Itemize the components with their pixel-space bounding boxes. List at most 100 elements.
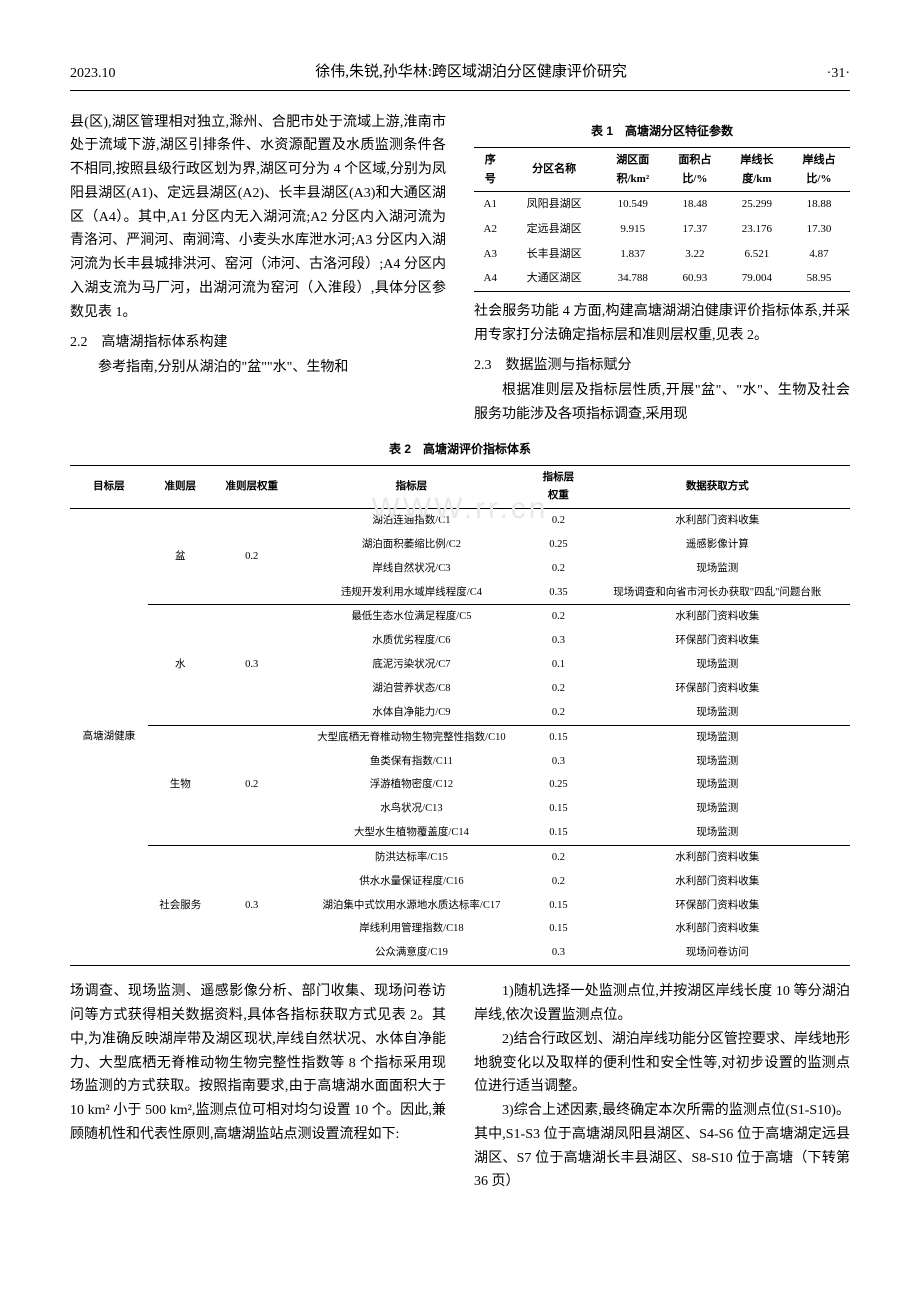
table-cell: 0.35 <box>532 581 584 605</box>
body-text: 根据准则层及指标层性质,开展"盆"、"水"、生物及社会服务功能涉及各项指标调查,… <box>474 379 850 427</box>
table-cell: 0.2 <box>532 605 584 629</box>
table-cell: 水利部门资料收集 <box>585 917 850 941</box>
table-header: 湖区面积/km² <box>602 147 664 191</box>
table-cell: A4 <box>474 266 506 291</box>
table2-container: 表 2 高塘湖评价指标体系 WWW.rr.cn 目标层 准则层 准则层权重 指标… <box>70 439 850 966</box>
left-column: 县(区),湖区管理相对独立,滁州、合肥市处于流域上游,淮南市处于流域下游,湖区引… <box>70 111 446 428</box>
bottom-right-column: 1)随机选择一处监测点位,并按湖区岸线长度 10 等分湖泊岸线,依次设置监测点位… <box>474 980 850 1194</box>
table-cell: 湖泊集中式饮用水源地水质达标率/C17 <box>291 894 533 918</box>
table-header: 分区名称 <box>506 147 601 191</box>
table-cell: 0.3 <box>532 750 584 774</box>
table-cell-target: 高塘湖健康 <box>70 509 148 966</box>
table-cell: 现场监测 <box>585 773 850 797</box>
table-cell: 0.15 <box>532 917 584 941</box>
table-cell: 58.95 <box>788 266 850 291</box>
lower-columns: 场调查、现场监测、遥感影像分析、部门收集、现场问卷访问等方式获得相关数据资料,具… <box>70 980 850 1194</box>
table-header: 岸线占比/% <box>788 147 850 191</box>
table-cell: 0.25 <box>532 533 584 557</box>
table-cell: 23.176 <box>726 217 788 242</box>
body-text: 1)随机选择一处监测点位,并按湖区岸线长度 10 等分湖泊岸线,依次设置监测点位… <box>474 980 850 1028</box>
table-cell: 水体自净能力/C9 <box>291 701 533 725</box>
table-cell: 0.1 <box>532 653 584 677</box>
table-cell-weight: 0.2 <box>213 725 291 845</box>
table-cell: 0.2 <box>532 557 584 581</box>
table-header: 目标层 <box>70 466 148 509</box>
table-cell: 0.3 <box>532 941 584 965</box>
table-cell: 3.22 <box>664 242 726 267</box>
table-cell: 现场监测 <box>585 701 850 725</box>
table-cell: 0.2 <box>532 677 584 701</box>
table-cell: 岸线利用管理指数/C18 <box>291 917 533 941</box>
table-cell: 现场监测 <box>585 725 850 749</box>
table-cell-weight: 0.3 <box>213 605 291 725</box>
table-cell: A2 <box>474 217 506 242</box>
table-cell: A1 <box>474 192 506 217</box>
table-cell: 4.87 <box>788 242 850 267</box>
header-date: 2023.10 <box>70 62 116 86</box>
table-cell-criterion: 水 <box>148 605 213 725</box>
table-cell: 定远县湖区 <box>506 217 601 242</box>
body-text: 社会服务功能 4 方面,构建高塘湖湖泊健康评价指标体系,并采用专家打分法确定指标… <box>474 300 850 348</box>
table-cell: 水鸟状况/C13 <box>291 797 533 821</box>
table-header: 准则层 <box>148 466 213 509</box>
table-cell: 大型水生植物覆盖度/C14 <box>291 821 533 845</box>
table-cell: 1.837 <box>602 242 664 267</box>
section-heading: 2.3 数据监测与指标赋分 <box>474 354 850 378</box>
table-cell: 25.299 <box>726 192 788 217</box>
table-cell: 6.521 <box>726 242 788 267</box>
header-title: 徐伟,朱锐,孙华林:跨区域湖泊分区健康评价研究 <box>116 60 827 86</box>
body-text: 参考指南,分别从湖泊的"盆""水"、生物和 <box>70 356 446 380</box>
table-cell: 水质优劣程度/C6 <box>291 629 533 653</box>
table-cell: 大通区湖区 <box>506 266 601 291</box>
table-cell: 0.15 <box>532 725 584 749</box>
table-cell: 环保部门资料收集 <box>585 677 850 701</box>
table-cell: 水利部门资料收集 <box>585 605 850 629</box>
table-header: 数据获取方式 <box>585 466 850 509</box>
table-cell-criterion: 盆 <box>148 509 213 605</box>
table-cell: 0.15 <box>532 894 584 918</box>
table-cell: 0.15 <box>532 797 584 821</box>
table1-caption: 表 1 高塘湖分区特征参数 <box>474 121 850 141</box>
body-text: 2)结合行政区划、湖泊岸线功能分区管控要求、岸线地形地貌变化以及取样的便利性和安… <box>474 1028 850 1099</box>
table-cell: 环保部门资料收集 <box>585 629 850 653</box>
table-cell: 水利部门资料收集 <box>585 509 850 533</box>
table-header: 面积占比/% <box>664 147 726 191</box>
body-text: 场调查、现场监测、遥感影像分析、部门收集、现场问卷访问等方式获得相关数据资料,具… <box>70 980 446 1147</box>
page-header: 2023.10 徐伟,朱锐,孙华林:跨区域湖泊分区健康评价研究 ·31· <box>70 60 850 91</box>
table-cell: 遥感影像计算 <box>585 533 850 557</box>
table-cell: 0.2 <box>532 845 584 869</box>
table-cell: 水利部门资料收集 <box>585 845 850 869</box>
table-cell: 底泥污染状况/C7 <box>291 653 533 677</box>
table-cell: 18.88 <box>788 192 850 217</box>
table-cell-criterion: 生物 <box>148 725 213 845</box>
bottom-left-column: 场调查、现场监测、遥感影像分析、部门收集、现场问卷访问等方式获得相关数据资料,具… <box>70 980 446 1194</box>
table-cell: 0.2 <box>532 701 584 725</box>
body-text: 3)综合上述因素,最终确定本次所需的监测点位(S1-S10)。其中,S1-S3 … <box>474 1099 850 1194</box>
table-cell-weight: 0.2 <box>213 509 291 605</box>
table-cell-criterion: 社会服务 <box>148 845 213 965</box>
table-cell: 大型底栖无脊椎动物生物完整性指数/C10 <box>291 725 533 749</box>
table-cell: 10.549 <box>602 192 664 217</box>
table-cell: 防洪达标率/C15 <box>291 845 533 869</box>
table2: 目标层 准则层 准则层权重 指标层 指标层权重 数据获取方式 高塘湖健康盆0.2… <box>70 465 850 966</box>
table-header: 岸线长度/km <box>726 147 788 191</box>
table-cell: 9.915 <box>602 217 664 242</box>
table-cell: 凤阳县湖区 <box>506 192 601 217</box>
table-cell: 现场监测 <box>585 750 850 774</box>
table-header: 准则层权重 <box>213 466 291 509</box>
body-text: 县(区),湖区管理相对独立,滁州、合肥市处于流域上游,淮南市处于流域下游,湖区引… <box>70 111 446 325</box>
table-cell: 现场监测 <box>585 557 850 581</box>
table-cell: 水利部门资料收集 <box>585 870 850 894</box>
table2-caption: 表 2 高塘湖评价指标体系 <box>70 439 850 459</box>
table-cell: 60.93 <box>664 266 726 291</box>
table-cell: 违规开发利用水域岸线程度/C4 <box>291 581 533 605</box>
table-cell: 湖泊连通指数/C1 <box>291 509 533 533</box>
table-cell: 公众满意度/C19 <box>291 941 533 965</box>
table-cell: 鱼类保有指数/C11 <box>291 750 533 774</box>
table-cell: 供水水量保证程度/C16 <box>291 870 533 894</box>
header-page: ·31· <box>827 62 850 86</box>
table-cell: 17.37 <box>664 217 726 242</box>
table-header: 指标层 <box>291 466 533 509</box>
table-cell: 0.3 <box>532 629 584 653</box>
table-cell: 0.2 <box>532 870 584 894</box>
